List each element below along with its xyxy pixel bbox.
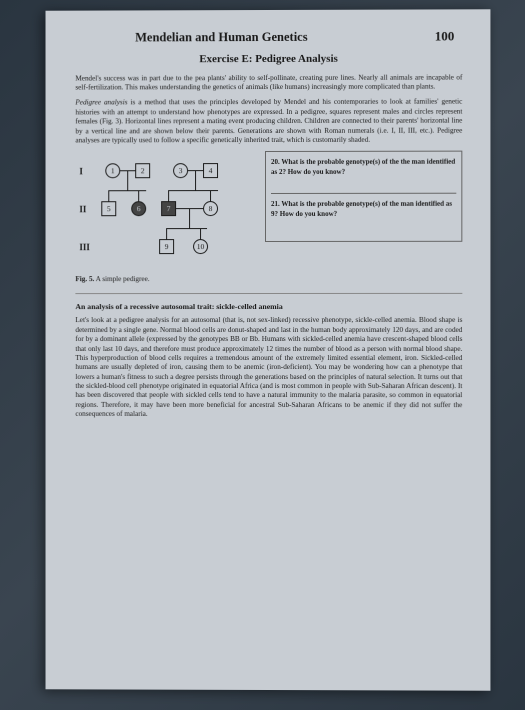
pedigree-diagram: I II III 12 34 567 8 9 10 [75,151,255,271]
intro-paragraph-2: Pedigree analysis is a method that uses … [75,98,462,146]
gen-label-2: II [79,203,86,215]
line [166,228,167,239]
pedigree-node-5: 5 [101,201,116,216]
pedigree-section: I II III 12 34 567 8 9 10 [75,151,462,272]
line [195,170,196,190]
line [168,190,169,201]
line [108,190,146,191]
exercise-title: Exercise E: Pedigree Analysis [75,51,462,67]
pedigree-node-1: 1 [105,164,120,179]
figure-text: A simple pedigree. [94,275,149,283]
line [127,170,128,190]
gen-label-1: I [79,166,83,178]
line [210,190,211,201]
line [200,228,201,239]
line [138,190,139,201]
intro-paragraph-1: Mendel's success was in part due to the … [75,73,462,93]
page-number: 100 [435,27,455,45]
header-row: Mendelian and Human Genetics 100 [75,27,462,46]
pedigree-node-3: 3 [173,163,188,178]
section-heading: An analysis of a recessive autosomal tra… [75,302,462,313]
question-21: 21. What is the probable genotype(s) of … [271,197,456,235]
gen-label-3: III [79,241,89,253]
section-body: Let's look at a pedigree analysis for an… [75,316,462,419]
divider [75,293,462,294]
pedigree-node-8: 8 [203,201,218,216]
intro-paragraph-2-body: is a method that uses the principles dev… [75,98,462,144]
figure-label: Fig. 5. [75,275,94,283]
main-title: Mendelian and Human Genetics [135,29,307,46]
worksheet-page: Mendelian and Human Genetics 100 Exercis… [46,9,491,690]
pedigree-term: Pedigree analysis [75,99,127,107]
line [108,190,109,201]
pedigree-node-7: 7 [161,201,176,216]
question-20: 20. What is the probable genotype(s) of … [271,155,456,194]
line [189,208,190,228]
pedigree-node-2: 2 [135,163,150,178]
pedigree-node-6: 6 [131,201,146,216]
question-box: 20. What is the probable genotype(s) of … [265,151,462,242]
pedigree-node-9: 9 [159,239,174,254]
pedigree-node-10: 10 [193,239,208,254]
figure-caption: Fig. 5. A simple pedigree. [75,275,462,285]
pedigree-node-4: 4 [203,163,218,178]
